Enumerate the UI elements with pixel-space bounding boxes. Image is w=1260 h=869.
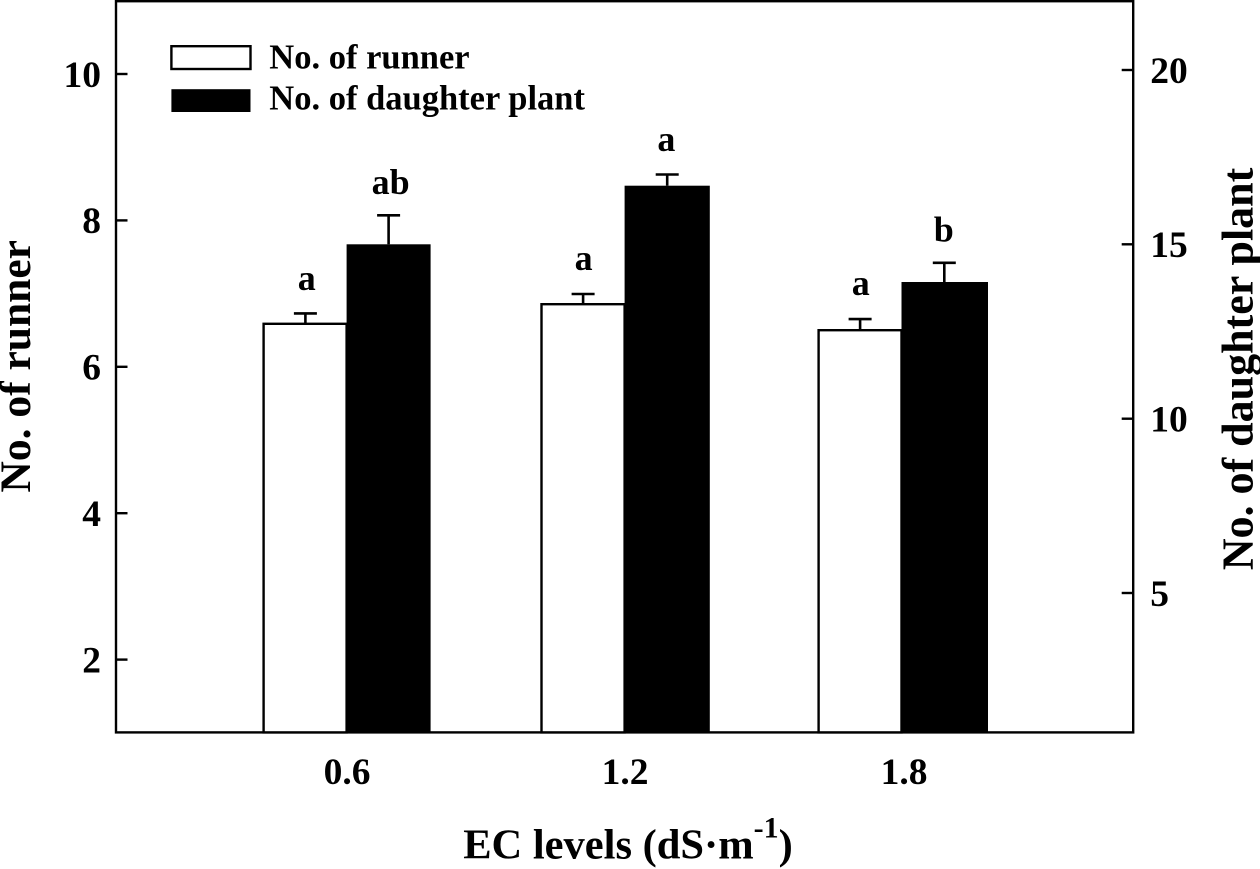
svg-text:20: 20 bbox=[1150, 51, 1188, 92]
svg-text:4: 4 bbox=[82, 494, 101, 535]
svg-text:10: 10 bbox=[64, 55, 102, 96]
svg-text:15: 15 bbox=[1150, 225, 1188, 266]
svg-text:8: 8 bbox=[82, 201, 101, 242]
svg-text:6: 6 bbox=[82, 348, 101, 389]
svg-text:a: a bbox=[575, 238, 593, 278]
svg-text:No. of daughter plant: No. of daughter plant bbox=[1213, 167, 1260, 570]
svg-text:a: a bbox=[657, 119, 675, 159]
svg-text:EC levels (dS·m-1): EC levels (dS·m-1) bbox=[463, 812, 793, 869]
svg-text:0.6: 0.6 bbox=[324, 752, 371, 793]
svg-text:a: a bbox=[298, 258, 316, 298]
svg-text:No. of runner: No. of runner bbox=[269, 39, 469, 77]
svg-text:a: a bbox=[852, 263, 870, 303]
svg-text:No. of daughter plant: No. of daughter plant bbox=[269, 79, 585, 117]
svg-text:No. of runner: No. of runner bbox=[0, 240, 40, 493]
svg-text:ab: ab bbox=[372, 162, 410, 202]
svg-text:2: 2 bbox=[82, 640, 101, 681]
svg-text:1.2: 1.2 bbox=[602, 752, 649, 793]
svg-text:5: 5 bbox=[1150, 574, 1169, 615]
svg-text:10: 10 bbox=[1150, 400, 1188, 441]
svg-text:b: b bbox=[934, 210, 954, 250]
svg-text:1.8: 1.8 bbox=[881, 752, 928, 793]
